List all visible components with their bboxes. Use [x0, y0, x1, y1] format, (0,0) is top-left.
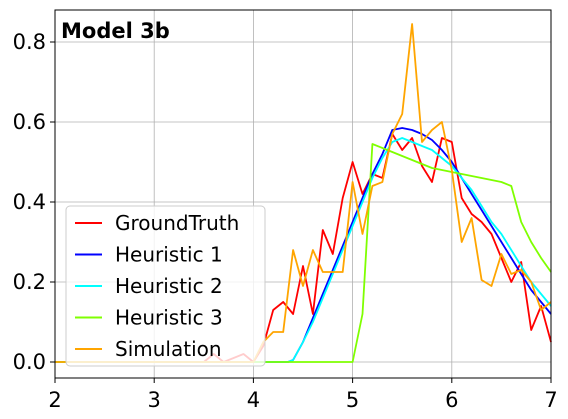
x-tick-label: 6 — [445, 388, 458, 412]
plot-frame — [54, 9, 552, 379]
series-line-heuristic-3 — [55, 143, 552, 363]
y-tick-label: 0.8 — [13, 30, 46, 54]
y-tick-label: 0.4 — [13, 190, 46, 214]
x-tick-label: 4 — [247, 388, 260, 412]
y-tick-label: 0.6 — [13, 110, 46, 134]
y-tick-label: 0.0 — [13, 350, 46, 374]
legend: GroundTruth Heuristic 1 Heuristic 2 Heurist… — [65, 205, 266, 367]
series-line-heuristic-1 — [55, 127, 552, 363]
legend-label: Heuristic 3 — [115, 306, 223, 330]
legend-label: GroundTruth — [115, 211, 239, 235]
legend-label: Heuristic 2 — [115, 274, 223, 298]
x-tick-label: 3 — [148, 388, 161, 412]
x-tick-label: 2 — [48, 388, 61, 412]
legend-label: Simulation — [115, 337, 222, 361]
chart-title: Model 3b — [61, 19, 170, 43]
x-tick-label: 5 — [346, 388, 359, 412]
series-lines — [55, 23, 552, 363]
series-line-simulation — [55, 23, 552, 363]
legend-label: Heuristic 1 — [115, 243, 223, 267]
axis-ticks: 2 3 4 5 6 7 0.0 0.2 0.4 0.6 0.8 — [13, 30, 558, 412]
x-tick-label: 7 — [544, 388, 557, 412]
series-line-heuristic-2 — [55, 137, 552, 363]
y-tick-label: 0.2 — [13, 270, 46, 294]
legend-box — [65, 205, 266, 367]
